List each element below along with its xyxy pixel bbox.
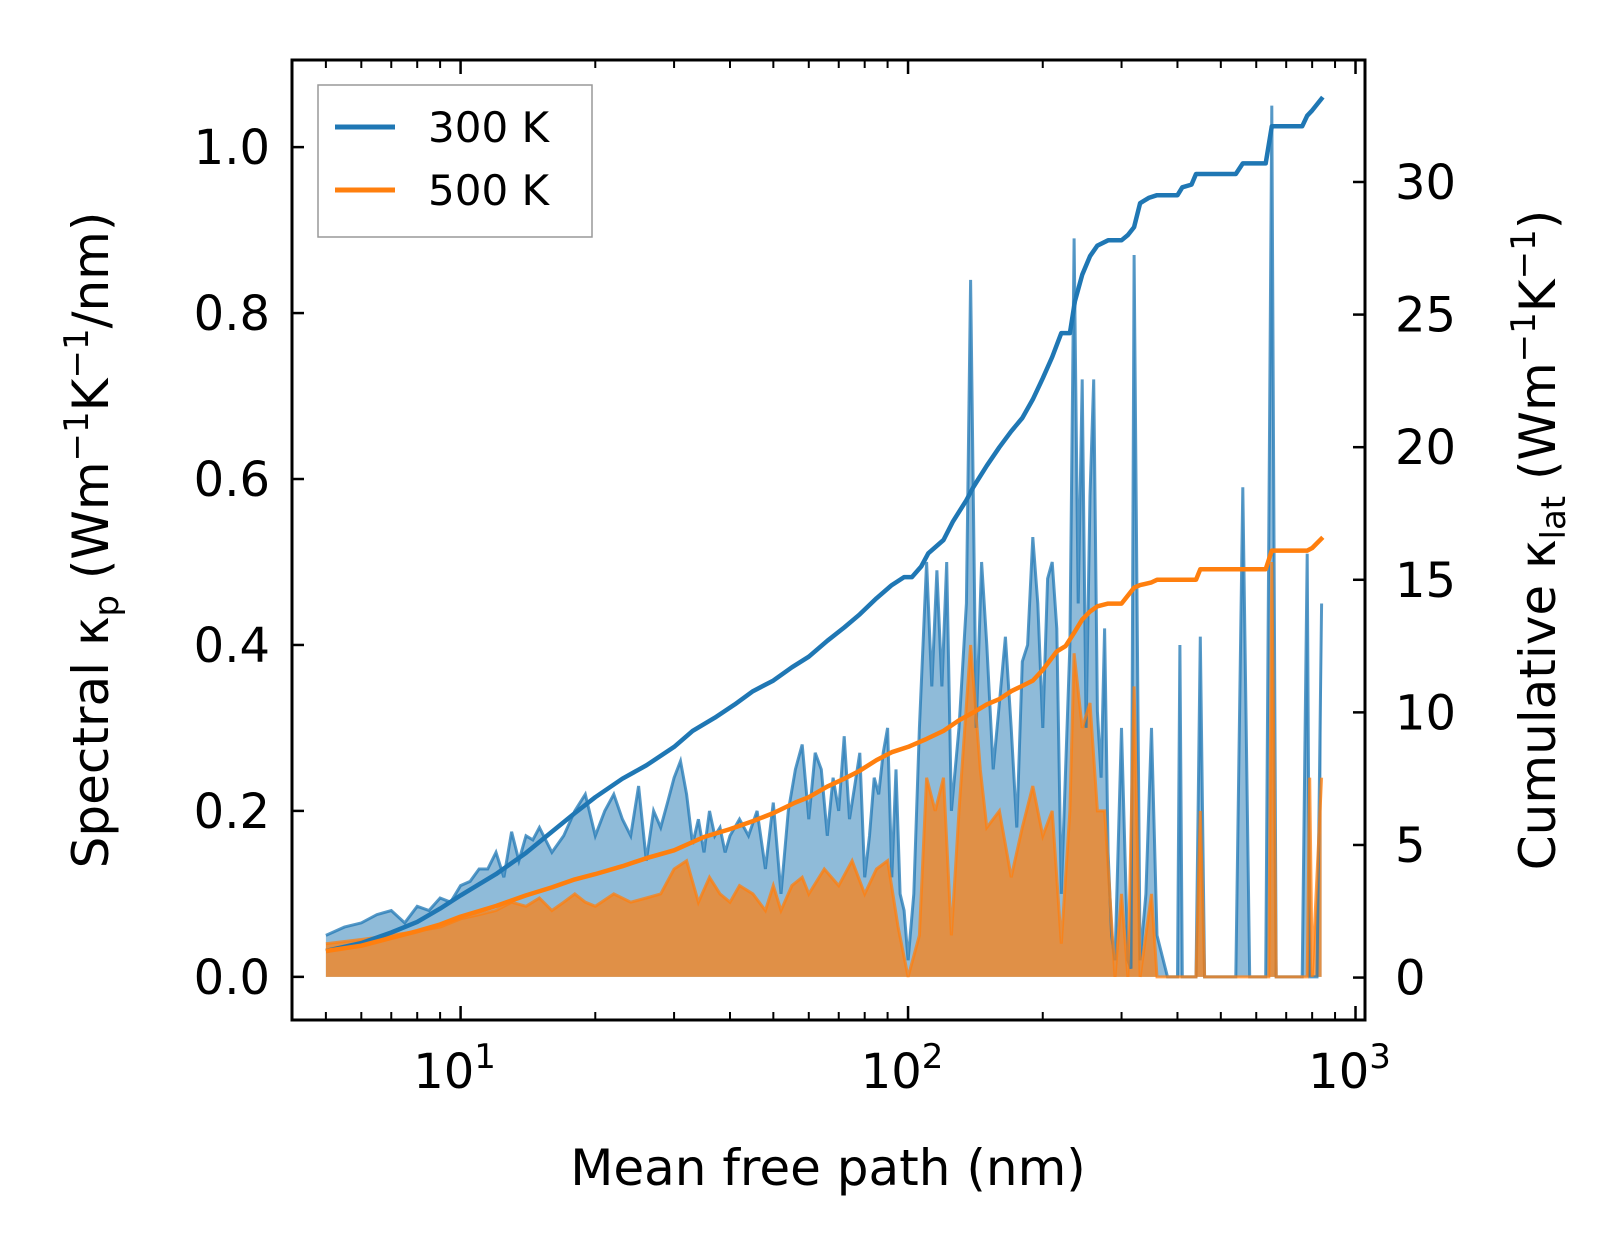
cumulative-line-500k bbox=[325, 535, 1325, 954]
plot-frame bbox=[290, 58, 1367, 1022]
x-tick-label: 102 bbox=[861, 1037, 944, 1100]
x-tick-label: 101 bbox=[413, 1037, 496, 1100]
y-axis-label-left: Spectral κp (Wm−1K−1/nm) bbox=[57, 212, 127, 869]
tick-marks bbox=[292, 60, 1365, 1020]
y-tick-label-right: 30 bbox=[1395, 155, 1456, 211]
legend-label-500k: 500 K bbox=[428, 166, 551, 215]
y-tick-label-left: 0.8 bbox=[194, 286, 270, 342]
tick-labels: 0.0 0.2 0.4 0.6 0.8 1.0 0 5 10 15 20 25 30 101 102 103 bbox=[194, 120, 1456, 1100]
y-tick-label-left: 1.0 bbox=[194, 120, 270, 176]
y-tick-label-right: 0 bbox=[1395, 951, 1426, 1007]
y-tick-label-left: 0.4 bbox=[194, 618, 270, 674]
y-tick-label-left: 0.2 bbox=[194, 784, 270, 840]
spectral-line-500k bbox=[325, 561, 1324, 979]
y-tick-label-right: 15 bbox=[1395, 553, 1456, 609]
legend-frame bbox=[317, 84, 593, 238]
y-tick-label-left: 0.6 bbox=[194, 452, 270, 508]
y-tick-label-right: 5 bbox=[1395, 818, 1426, 874]
y-tick-label-right: 25 bbox=[1395, 288, 1456, 344]
y-axis-label-right: Cumulative κlat (Wm−1K−1) bbox=[1504, 210, 1574, 870]
x-tick-label: 103 bbox=[1308, 1037, 1391, 1100]
cumulative-line-300k bbox=[325, 95, 1325, 954]
spectral-area-500k bbox=[325, 562, 1322, 977]
plot-area bbox=[325, 95, 1325, 979]
y-tick-label-right: 20 bbox=[1395, 420, 1456, 476]
legend-label-300k: 300 K bbox=[428, 103, 551, 152]
series-lines bbox=[325, 95, 1325, 979]
legend: 300 K 500 K bbox=[317, 84, 593, 238]
x-axis-label: Mean free path (nm) bbox=[570, 1139, 1086, 1197]
y-tick-label-left: 0.0 bbox=[194, 950, 270, 1006]
y-tick-label-right: 10 bbox=[1395, 685, 1456, 741]
